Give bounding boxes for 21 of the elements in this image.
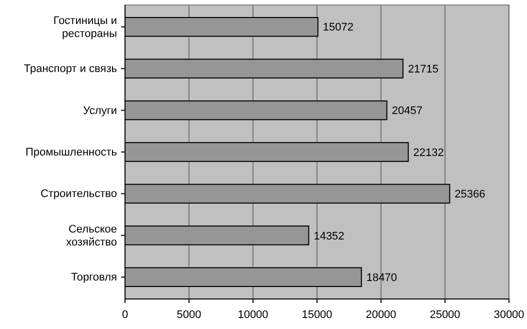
x-tick-label: 20000 xyxy=(366,309,396,322)
x-tick-label: 5000 xyxy=(176,309,202,322)
data-label: 20457 xyxy=(392,105,422,118)
x-tick-label: 30000 xyxy=(494,309,524,322)
data-label: 15072 xyxy=(322,22,354,34)
data-label: 25366 xyxy=(454,188,486,201)
y-tick-label: Услуги xyxy=(83,104,117,117)
y-tick-label: Сельское хозяйство xyxy=(66,223,117,249)
x-tick-label: 15000 xyxy=(302,309,332,322)
x-tick-label: 10000 xyxy=(238,309,268,322)
y-tick-label: Торговля xyxy=(71,272,118,284)
data-label: 18470 xyxy=(366,272,398,284)
x-tick-label: 0 xyxy=(122,309,128,322)
y-tick-label: Транспорт и связь xyxy=(24,63,118,76)
data-label: 22132 xyxy=(413,146,444,159)
y-tick-label: Строительство xyxy=(40,188,117,200)
data-label: 21715 xyxy=(408,63,439,76)
data-label: 14352 xyxy=(314,230,344,242)
y-tick-label: Промышленность xyxy=(25,146,118,159)
y-tick-label: Гостиницы и рестораны xyxy=(53,14,118,40)
x-tick-label: 25000 xyxy=(430,309,460,322)
